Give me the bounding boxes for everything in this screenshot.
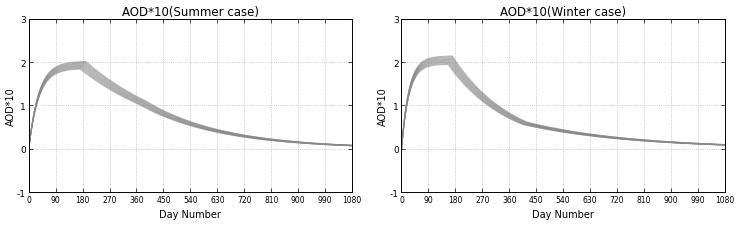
Title: AOD*10(Summer case): AOD*10(Summer case) (122, 6, 259, 18)
Y-axis label: AOD*10: AOD*10 (6, 87, 16, 125)
X-axis label: Day Number: Day Number (159, 209, 221, 219)
X-axis label: Day Number: Day Number (532, 209, 594, 219)
Y-axis label: AOD*10: AOD*10 (378, 87, 388, 125)
Title: AOD*10(Winter case): AOD*10(Winter case) (500, 6, 626, 18)
